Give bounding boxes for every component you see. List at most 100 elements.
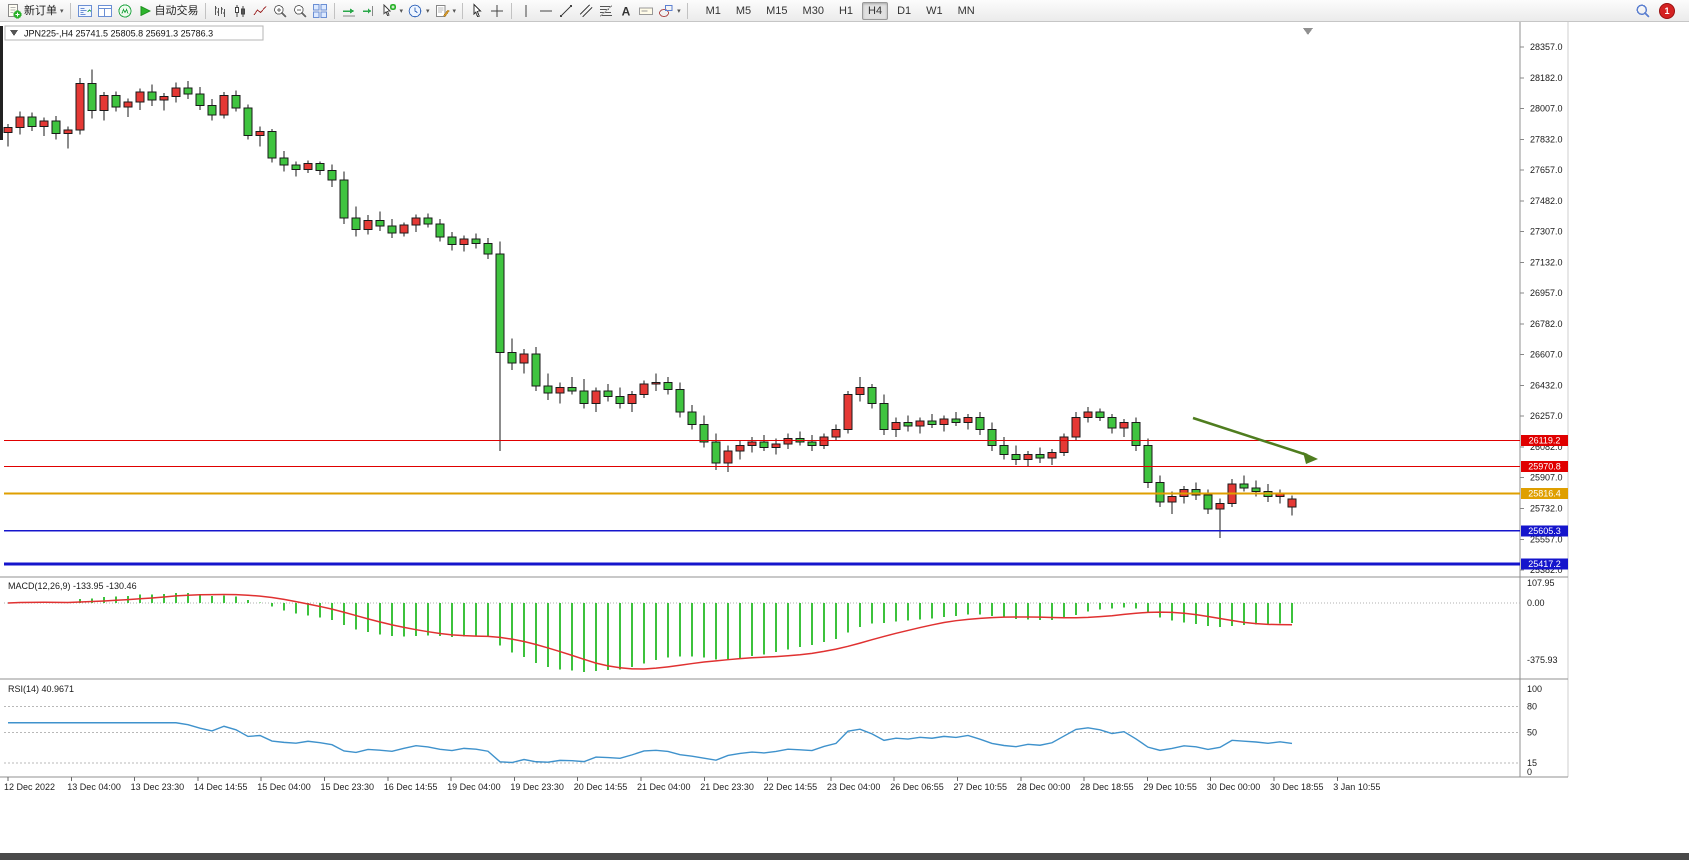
templates-button[interactable]: ▾ bbox=[432, 1, 459, 21]
fibonacci-icon bbox=[599, 4, 613, 17]
candle-body bbox=[687, 411, 697, 425]
auto-scroll-button[interactable] bbox=[339, 1, 359, 21]
candle-body bbox=[99, 95, 109, 112]
periods-button[interactable]: ▾ bbox=[405, 1, 432, 21]
tab-timeframe-w1[interactable]: W1 bbox=[926, 4, 943, 17]
toolbar-right-group: 1 bbox=[1635, 2, 1685, 19]
time-axis-label: 12 Dec 2022 bbox=[4, 782, 55, 792]
candle-body bbox=[303, 162, 313, 171]
toolbar-separator bbox=[69, 2, 71, 19]
rsi-axis-label: 80 bbox=[1527, 701, 1537, 711]
chart-shift-button[interactable] bbox=[359, 1, 379, 21]
zoom-in-button[interactable] bbox=[270, 1, 290, 21]
market-watch-button[interactable] bbox=[75, 1, 95, 21]
time-axis-label: 29 Dec 10:55 bbox=[1143, 782, 1197, 792]
symbol-ohlc-box[interactable]: JPN225-,H4 25741.5 25805.8 25691.3 25786… bbox=[4, 25, 264, 41]
tab-timeframe-m1[interactable]: M1 bbox=[705, 4, 721, 17]
tab-timeframe-m30[interactable]: M30 bbox=[802, 4, 824, 17]
notification-badge[interactable]: 1 bbox=[1659, 2, 1675, 19]
new-order-button[interactable]: 新订单 ▾ bbox=[4, 1, 66, 21]
candle-body bbox=[927, 420, 937, 425]
autotrading-button[interactable]: 自动交易 bbox=[135, 1, 201, 21]
candle-body bbox=[1095, 411, 1105, 418]
time-axis-label: 13 Dec 04:00 bbox=[67, 782, 121, 792]
cursor-button[interactable] bbox=[467, 1, 487, 21]
channel-button[interactable] bbox=[576, 1, 596, 21]
candle-body bbox=[471, 238, 481, 244]
search-icon[interactable] bbox=[1635, 3, 1651, 19]
rsi-line bbox=[8, 722, 1293, 764]
candle-body bbox=[567, 387, 577, 392]
rsi-axis-label: 100 bbox=[1527, 684, 1542, 694]
navigator-icon bbox=[118, 4, 132, 17]
auto-scroll-icon bbox=[342, 8, 355, 16]
tile-windows-button[interactable] bbox=[310, 1, 330, 21]
candle-body bbox=[15, 116, 25, 128]
candle-body bbox=[183, 87, 193, 95]
candle-body bbox=[123, 101, 133, 108]
trendline-icon bbox=[560, 4, 573, 17]
candle-body bbox=[435, 223, 445, 238]
candle-body bbox=[255, 131, 265, 136]
text-button[interactable]: A bbox=[616, 1, 636, 21]
new-order-icon bbox=[8, 3, 22, 18]
time-axis-label: 21 Dec 04:00 bbox=[637, 782, 691, 792]
candle-body bbox=[579, 390, 589, 404]
window-bottom-edge bbox=[0, 853, 1689, 860]
tab-timeframe-h1[interactable]: H1 bbox=[838, 4, 854, 17]
candle-body bbox=[711, 441, 721, 464]
candle-body bbox=[1287, 498, 1297, 508]
chevron-down-icon: ▾ bbox=[399, 7, 404, 15]
text-label-button[interactable] bbox=[636, 1, 656, 21]
candle-body bbox=[891, 422, 901, 431]
candle-body bbox=[243, 107, 253, 136]
trendline-button[interactable] bbox=[556, 1, 576, 21]
tab-timeframe-m5[interactable]: M5 bbox=[735, 4, 752, 17]
candle-body bbox=[555, 387, 565, 394]
candle-body bbox=[279, 157, 289, 166]
candle-body bbox=[111, 95, 121, 108]
candle-body bbox=[735, 445, 745, 452]
candle-body bbox=[507, 351, 517, 364]
price-level-tag-label: 25417.2 bbox=[1528, 559, 1561, 569]
candle-body bbox=[975, 416, 985, 431]
zoom-out-button[interactable] bbox=[290, 1, 310, 21]
price-axis-label: 28007.0 bbox=[1530, 104, 1563, 114]
price-axis-label: 28357.0 bbox=[1530, 42, 1563, 52]
candle-body bbox=[483, 242, 493, 255]
tab-timeframe-d1[interactable]: D1 bbox=[897, 4, 912, 17]
autotrading-play-icon bbox=[140, 5, 151, 16]
horizontal-line-button[interactable] bbox=[536, 1, 556, 21]
bar-chart-button[interactable] bbox=[210, 1, 230, 21]
chevron-down-icon: ▾ bbox=[452, 7, 457, 15]
candlestick-chart-button[interactable] bbox=[230, 1, 250, 21]
fibonacci-button[interactable] bbox=[596, 1, 616, 21]
data-window-button[interactable] bbox=[95, 1, 115, 21]
candle-body bbox=[843, 394, 853, 431]
crosshair-button[interactable] bbox=[487, 1, 507, 21]
trend-arrow-annotation[interactable] bbox=[1192, 416, 1318, 464]
candle-body bbox=[447, 236, 457, 245]
tab-timeframe-h4[interactable]: H4 bbox=[862, 1, 889, 20]
vertical-line-button[interactable] bbox=[516, 1, 536, 21]
toolbar-separator bbox=[204, 2, 206, 19]
line-chart-button[interactable] bbox=[250, 1, 270, 21]
candle-body bbox=[1131, 422, 1141, 447]
new-chart-button[interactable]: ▾ bbox=[379, 1, 406, 21]
one-click-trading-collapse-icon[interactable] bbox=[10, 30, 18, 36]
candle-body bbox=[939, 418, 949, 425]
crosshair-icon bbox=[491, 4, 504, 17]
price-axis-label: 27132.0 bbox=[1530, 257, 1563, 267]
tab-timeframe-m15[interactable]: M15 bbox=[766, 4, 788, 17]
candle-body bbox=[867, 387, 877, 404]
chart-shift-marker[interactable] bbox=[1303, 28, 1313, 35]
tab-timeframe-mn[interactable]: MN bbox=[957, 4, 975, 17]
candle-body bbox=[1239, 483, 1249, 489]
shapes-button[interactable]: ▾ bbox=[656, 1, 683, 21]
candle-body bbox=[231, 95, 241, 109]
price-axis-label: 27832.0 bbox=[1530, 134, 1563, 144]
text-label-icon bbox=[639, 7, 654, 15]
navigator-button[interactable] bbox=[115, 1, 135, 21]
price-level-tag bbox=[1521, 525, 1568, 537]
